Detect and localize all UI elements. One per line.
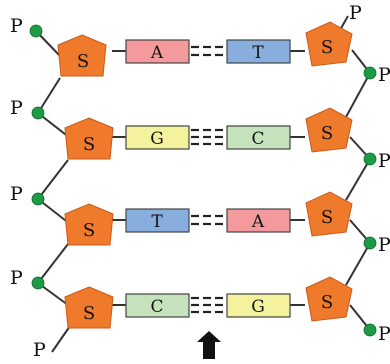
sugar-label: S [321,207,333,228]
base-block-left [125,39,190,64]
hydrogen-bond-row [191,45,223,57]
base-block-left [125,293,190,318]
left-backbone-bond [37,198,71,225]
sugar-right [305,276,353,322]
sugar-label: S [83,134,95,155]
phosphate-label: P [10,183,23,205]
left-backbone-bond [37,77,61,114]
left-backbone-bond [37,112,71,139]
sugar-labels: S S S S S S S S [77,37,333,324]
sugar-label: S [83,303,95,324]
base-block-right [226,39,291,64]
sugars [57,21,353,329]
sugar-label: S [321,37,333,58]
sugar-left [64,117,114,160]
base-label-right: T [252,43,264,63]
phosphate-dot [29,24,43,38]
base-label-right: G [251,297,265,317]
right-backbone-bond [345,158,371,201]
left-backbone-bond [37,159,69,200]
phosphate-label: P [33,339,46,359]
phosphate-label: P [378,234,390,256]
phosphate-label: P [10,97,23,119]
sugar-label: S [321,123,333,144]
left-backbone [35,30,71,353]
phosphate-label: P [349,2,362,24]
base-block-right [226,293,291,318]
sugar-left [64,286,114,329]
phosphate-labels: P P P P P P P P P P [10,2,390,361]
phosphate-label: P [378,64,390,86]
hydrogen-bond-row [191,214,223,226]
base-label-left: G [150,129,164,149]
phosphate-dot [363,323,377,337]
base-block-right [226,208,291,233]
sugar-left [64,203,114,246]
sugar-right [305,191,353,237]
base-labels: A T G C T A C G [150,43,265,317]
base-blocks [125,39,291,318]
left-backbone-bond [37,243,69,284]
phosphate-label: P [10,267,23,289]
phosphate-dot [31,276,45,290]
sugar-label: S [77,51,89,72]
sugar-label: S [321,292,333,313]
phosphate-label: P [378,150,390,172]
right-backbone-bond [345,242,371,286]
base-block-left [125,125,190,150]
up-arrow-icon [197,331,221,359]
phosphate-label: P [378,323,390,345]
base-label-left: C [150,297,163,317]
phosphates [29,24,377,337]
base-label-right: C [251,129,264,149]
right-backbone-bond [345,72,371,118]
sugar-left [57,34,107,77]
hydrogen-bonds [191,45,223,314]
phosphate-dot [31,192,45,206]
base-label-left: T [151,212,163,232]
right-backbone [339,15,371,331]
base-label-right: A [251,212,265,232]
phosphate-label: P [10,15,23,37]
base-label-left: A [150,43,164,63]
sugar-right [305,21,353,67]
phosphate-dot [31,106,45,120]
phosphate-dot [363,66,377,80]
hydrogen-bond-row [191,296,223,314]
sugar-right [305,107,353,153]
phosphate-dot [363,236,377,250]
phosphate-dot [363,152,377,166]
base-block-left [125,208,190,233]
hydrogen-bond-row [191,128,223,146]
sugar-label: S [83,220,95,241]
left-backbone-bond [51,325,71,353]
base-connectors [112,50,305,306]
base-block-right [226,125,291,150]
